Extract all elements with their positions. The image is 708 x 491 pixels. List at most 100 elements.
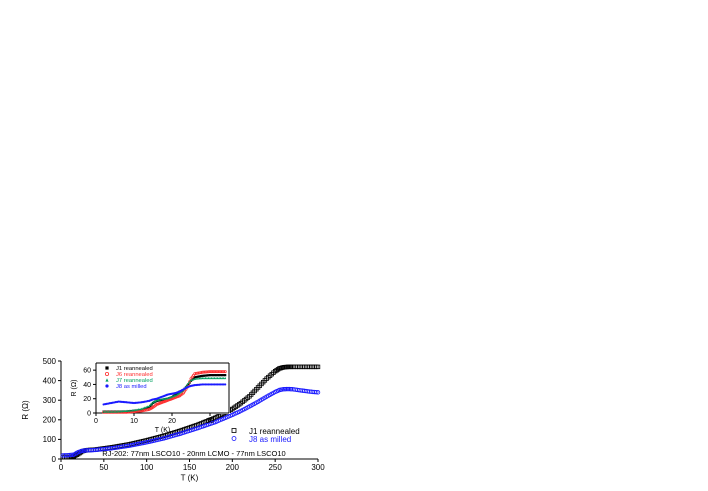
- data-point: [194, 371, 198, 375]
- y-tick-label: 40: [83, 382, 91, 389]
- data-point: [126, 409, 130, 412]
- data-point: [112, 410, 115, 413]
- data-point: [216, 376, 219, 380]
- x-tick-label: 300: [311, 463, 325, 472]
- x-tick-label: 100: [140, 463, 154, 472]
- data-point: [221, 374, 224, 377]
- data-point: [187, 383, 190, 386]
- x-tick-label: 0: [94, 418, 98, 425]
- x-tick-label: 30: [206, 418, 214, 425]
- data-point: [175, 393, 179, 396]
- data-point: [143, 408, 147, 412]
- data-point: [199, 377, 202, 380]
- data-point: [196, 371, 200, 375]
- x-tick-label: 200: [226, 463, 240, 472]
- data-point: [193, 372, 197, 376]
- data-point: [195, 377, 198, 380]
- data-point: [106, 410, 109, 413]
- data-point: [193, 377, 196, 380]
- data-point: [281, 387, 286, 392]
- x-axis-label: T (K): [181, 473, 199, 482]
- data-point: [197, 371, 201, 375]
- data-point: [132, 409, 136, 412]
- y-tick-label: 60: [83, 368, 91, 375]
- data-point: [214, 383, 218, 386]
- data-point: [210, 376, 213, 380]
- x-axis-label: T (K): [155, 427, 170, 434]
- data-point: [65, 452, 71, 458]
- data-point: [153, 400, 156, 403]
- data-point: [196, 377, 199, 380]
- data-point: [202, 370, 206, 374]
- data-point: [214, 376, 218, 380]
- y-tick-label: 0: [52, 455, 57, 464]
- data-point: [118, 410, 121, 413]
- y-tick-label: 500: [43, 357, 57, 366]
- data-point: [142, 407, 145, 410]
- data-point: [222, 370, 226, 374]
- data-point: [186, 383, 189, 386]
- data-point: [288, 386, 294, 392]
- data-point: [146, 408, 150, 412]
- data-point: [213, 370, 217, 374]
- data-point: [188, 380, 191, 383]
- legend-marker: [105, 384, 109, 388]
- data-point: [208, 376, 212, 380]
- data-point: [198, 377, 201, 380]
- legend-marker: [231, 436, 237, 441]
- data-point: [131, 409, 134, 412]
- data-point: [282, 386, 288, 392]
- legend-marker: [105, 366, 109, 370]
- data-point: [219, 374, 222, 377]
- data-point: [211, 383, 215, 386]
- data-point: [201, 376, 204, 380]
- legend-marker: [105, 378, 109, 382]
- data-point: [217, 370, 221, 374]
- x-tick-label: 20: [168, 418, 176, 425]
- data-point: [146, 406, 149, 409]
- data-point: [125, 409, 128, 412]
- data-point: [315, 364, 321, 370]
- data-point: [134, 408, 137, 411]
- data-point: [196, 375, 199, 378]
- data-point: [199, 371, 203, 375]
- legend-marker: [105, 371, 110, 376]
- data-point: [145, 407, 148, 410]
- data-point: [111, 410, 114, 413]
- data-point: [216, 383, 219, 386]
- data-point: [174, 394, 177, 397]
- data-point: [224, 376, 227, 380]
- annotation-text: RJ-202: 77nm LSCO10 - 20nm LCMO - 77nm L…: [102, 449, 285, 458]
- x-tick-label: 150: [183, 463, 197, 472]
- legend-label: J1 reannealed: [249, 427, 300, 436]
- data-point: [109, 410, 112, 413]
- data-point: [218, 374, 221, 377]
- data-point: [193, 376, 196, 379]
- data-point: [203, 370, 207, 374]
- data-point: [181, 391, 185, 395]
- data-point: [214, 374, 218, 377]
- data-point: [115, 410, 118, 413]
- legend-label: J7 reannealed: [116, 378, 153, 384]
- data-point: [195, 375, 198, 379]
- legend-marker: [231, 428, 237, 433]
- data-point: [146, 405, 149, 408]
- x-tick-label: 10: [130, 418, 138, 425]
- data-point: [105, 410, 108, 413]
- data-point: [121, 410, 124, 413]
- y-tick-label: 0: [87, 410, 91, 417]
- legend-label: J6 reannealed: [116, 372, 153, 378]
- data-point: [218, 383, 221, 386]
- data-point: [314, 390, 319, 395]
- data-point: [201, 374, 204, 377]
- data-point: [287, 386, 292, 392]
- data-point: [119, 410, 122, 413]
- y-tick-label: 100: [43, 435, 57, 444]
- legend-label: J8 as milled: [249, 435, 291, 444]
- data-point: [224, 374, 227, 377]
- data-point: [211, 370, 215, 374]
- data-point: [213, 374, 216, 377]
- data-point: [201, 383, 204, 386]
- data-point: [206, 370, 210, 374]
